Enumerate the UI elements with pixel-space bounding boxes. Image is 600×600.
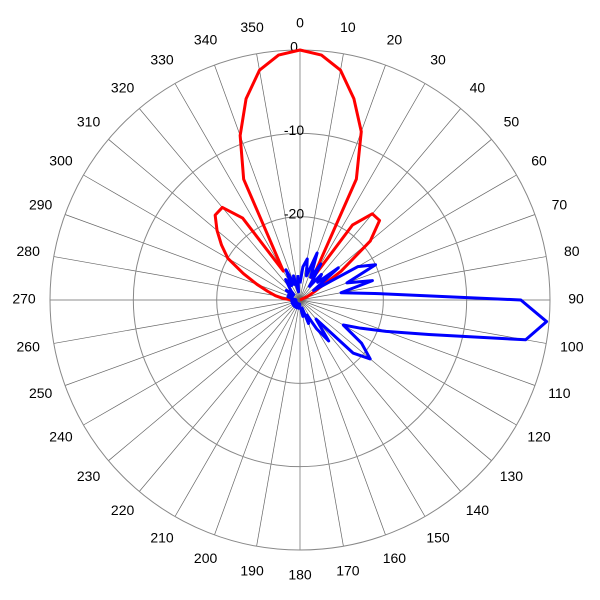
spoke [108,139,301,301]
spoke [64,299,301,386]
angle-label: 190 [240,563,264,579]
angle-label: 280 [17,243,41,259]
angle-label: 210 [150,530,174,546]
angle-label: 270 [12,291,36,307]
angle-label: 140 [466,502,490,518]
angle-label: 0 [296,15,304,31]
angle-label: 220 [111,502,135,518]
spoke [83,299,301,426]
angle-label: 40 [470,79,486,95]
spoke [256,299,301,547]
angle-label: 310 [77,113,101,129]
angle-label: 330 [150,52,174,68]
spoke [256,53,301,301]
spoke [299,299,492,461]
spoke [83,174,301,301]
spoke [299,299,386,536]
ring [132,132,468,468]
angle-label: 180 [288,567,312,583]
angle-label: 290 [29,196,53,212]
spoke [299,108,461,301]
spoke [214,299,301,536]
pattern-line [284,251,549,361]
angle-label: 170 [336,563,360,579]
ring [216,216,384,384]
spoke [299,299,426,517]
angle-label: 250 [29,385,53,401]
angle-label: 80 [564,243,580,259]
spoke [299,299,517,426]
r-tick-label: -20 [284,205,304,221]
spoke [53,299,301,344]
angle-label: 20 [387,31,403,47]
angle-label: 350 [240,19,264,35]
spoke [214,64,301,301]
angle-label: 230 [77,468,101,484]
angle-label: 340 [194,31,218,47]
spoke [53,256,301,301]
angle-label: 120 [527,429,551,445]
spoke [299,299,461,492]
spoke [299,299,536,386]
spoke [299,299,547,344]
angle-label: 130 [500,468,524,484]
r-tick-label: 0 [290,39,298,55]
spoke [108,299,301,461]
angle-label: 200 [194,550,218,566]
angle-label: 100 [560,339,584,355]
angle-label: 60 [531,153,547,169]
angle-label: 150 [426,530,450,546]
angle-label: 110 [548,385,571,401]
spoke [174,299,301,517]
angle-label: 10 [340,19,356,35]
angle-label: 90 [568,291,584,307]
angle-label: 160 [383,550,407,566]
angle-label: 30 [430,52,446,68]
spoke [139,299,301,492]
r-tick-label: -10 [284,122,304,138]
angle-label: 240 [49,429,73,445]
angle-label: 70 [552,196,568,212]
spoke [299,214,536,301]
spoke [139,108,301,301]
angle-label: 50 [504,113,520,129]
angle-label: 320 [111,79,135,95]
pattern-line [213,48,382,302]
angle-label: 300 [49,153,73,169]
angle-label: 260 [17,339,41,355]
spoke [299,299,344,547]
